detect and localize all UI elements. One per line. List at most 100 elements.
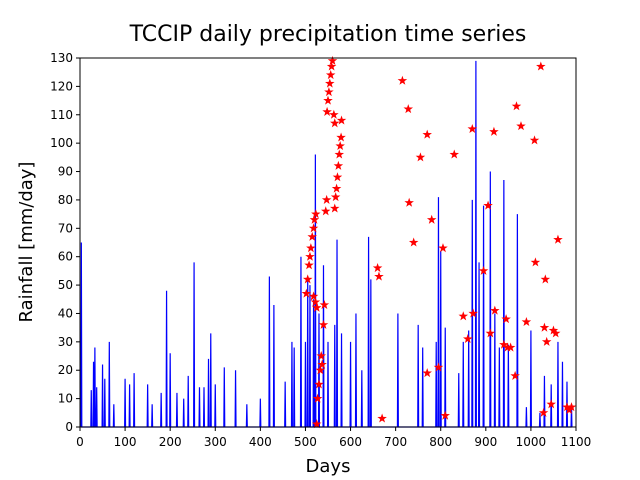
star-point — [317, 359, 327, 369]
x-tick-label: 0 — [76, 435, 84, 449]
x-tick-label: 800 — [429, 435, 452, 449]
star-point — [548, 325, 559, 335]
star-point — [404, 197, 414, 207]
star-point — [327, 55, 338, 65]
star-point — [566, 402, 577, 412]
star-point — [516, 121, 526, 131]
star-point — [511, 101, 522, 111]
star-point — [505, 342, 516, 352]
star-point — [330, 118, 340, 128]
star-point — [478, 265, 489, 275]
star-point — [538, 407, 549, 417]
star-point — [330, 203, 340, 213]
x-tick-label: 700 — [384, 435, 407, 449]
star-point — [305, 251, 315, 261]
chart-title: TCCIP daily precipitation time series — [129, 22, 527, 47]
y-tick-label: 90 — [58, 165, 73, 179]
star-point — [311, 419, 322, 429]
x-tick-label: 1000 — [516, 435, 547, 449]
star-point — [501, 314, 511, 324]
y-tick-label: 100 — [50, 136, 73, 150]
star-point — [325, 78, 335, 88]
star-point — [485, 328, 496, 338]
star-point — [320, 206, 331, 216]
star-point — [316, 351, 326, 361]
star-point — [321, 194, 332, 204]
star-point — [324, 87, 334, 97]
star-point — [308, 291, 319, 301]
star-point — [550, 328, 561, 338]
star-point — [426, 214, 437, 224]
star-point — [467, 123, 478, 134]
star-point — [315, 365, 326, 375]
star-point — [530, 257, 541, 267]
star-point — [325, 70, 336, 80]
y-tick-label: 50 — [58, 278, 73, 292]
star-point — [311, 209, 321, 219]
x-axis-label: Days — [306, 456, 351, 477]
y-tick-label: 0 — [65, 420, 73, 434]
star-point — [408, 237, 419, 247]
star-point — [329, 109, 339, 119]
star-point — [553, 234, 563, 244]
x-tick-label: 200 — [159, 435, 182, 449]
star-point — [306, 243, 316, 253]
star-point — [302, 274, 313, 284]
x-tick-label: 1100 — [561, 435, 592, 449]
star-point — [510, 370, 520, 380]
y-tick-label: 30 — [58, 335, 73, 349]
x-tick-label: 300 — [204, 435, 227, 449]
star-point — [433, 362, 444, 372]
star-point — [311, 302, 322, 312]
star-point — [331, 183, 342, 193]
star-point — [440, 410, 450, 420]
x-tick-label: 900 — [474, 435, 497, 449]
y-tick-label: 60 — [58, 250, 73, 264]
y-tick-label: 40 — [58, 306, 73, 320]
star-point — [468, 308, 478, 318]
star-point — [415, 152, 426, 162]
star-point — [403, 104, 414, 114]
star-point — [323, 95, 333, 105]
star-point — [449, 149, 460, 159]
y-axis-label: Rainfall [mm/day] — [16, 162, 37, 323]
star-point — [334, 149, 345, 159]
star-point — [521, 316, 532, 327]
y-tick-label: 120 — [50, 79, 73, 93]
y-tick-label: 130 — [50, 51, 73, 65]
star-point — [333, 160, 344, 170]
star-point — [304, 260, 314, 270]
star-point — [301, 288, 312, 298]
star-point — [489, 126, 499, 136]
y-tick-label: 110 — [50, 108, 73, 122]
star-point — [422, 129, 432, 139]
plot-frame — [79, 57, 577, 428]
star-point — [536, 61, 546, 71]
star-point — [314, 379, 324, 389]
star-point — [307, 231, 317, 241]
star-point — [546, 399, 556, 409]
star-point — [330, 192, 341, 202]
x-tick-label: 600 — [339, 435, 362, 449]
star-point — [335, 140, 345, 151]
x-tick-label: 400 — [249, 435, 272, 449]
star-point — [309, 214, 320, 224]
x-tick-label: 100 — [114, 435, 137, 449]
star-point — [539, 322, 550, 332]
y-tick-label: 10 — [58, 392, 73, 406]
star-point — [310, 297, 321, 307]
star-point — [377, 413, 387, 423]
star-point — [463, 334, 473, 344]
star-point — [562, 402, 572, 412]
star-point — [438, 243, 448, 253]
rainfall-line — [80, 60, 573, 428]
y-tick-label: 70 — [58, 221, 73, 235]
star-point — [529, 135, 540, 145]
x-tick-label: 500 — [294, 435, 317, 449]
star-point — [326, 61, 337, 71]
star-point — [308, 223, 319, 233]
star-point — [397, 75, 408, 85]
star-point — [319, 299, 330, 309]
star-point — [540, 274, 551, 284]
